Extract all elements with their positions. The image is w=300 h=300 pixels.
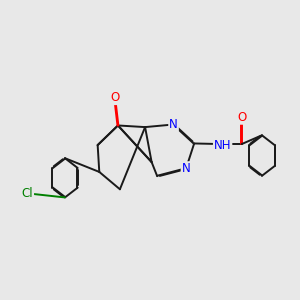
Text: NH: NH xyxy=(214,139,231,152)
Text: N: N xyxy=(182,162,190,175)
Text: O: O xyxy=(110,91,119,104)
Text: Cl: Cl xyxy=(22,187,33,200)
Text: N: N xyxy=(169,118,178,131)
Text: O: O xyxy=(237,111,246,124)
